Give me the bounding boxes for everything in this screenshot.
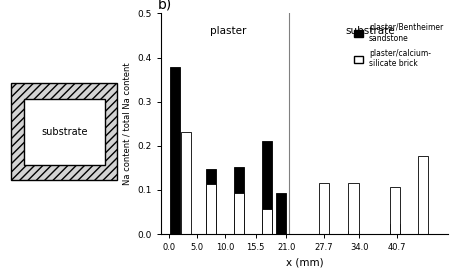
Text: b): b) (158, 0, 172, 11)
Text: plaster: plaster (210, 26, 246, 36)
X-axis label: x (mm): x (mm) (286, 258, 323, 268)
Bar (11, 83, 117, 180)
Bar (319, 183, 329, 234)
Bar (390, 187, 400, 234)
Bar (206, 184, 216, 234)
Bar (262, 209, 272, 234)
Bar (181, 132, 191, 234)
Bar (418, 155, 429, 234)
Bar (262, 141, 272, 234)
Legend: plaster/Bentheimer
sandstone, plaster/calcium-
silicate brick: plaster/Bentheimer sandstone, plaster/ca… (352, 22, 445, 70)
Bar (24, 99, 105, 165)
Bar (170, 67, 180, 234)
Text: substrate: substrate (346, 26, 395, 36)
Bar (234, 193, 244, 234)
Bar (206, 169, 216, 234)
Bar (348, 183, 358, 234)
Bar (348, 231, 358, 234)
Bar (234, 167, 244, 234)
Text: substrate: substrate (41, 127, 87, 137)
Bar (390, 224, 400, 234)
Y-axis label: Na content / total Na content: Na content / total Na content (123, 62, 132, 185)
Bar (276, 193, 286, 234)
